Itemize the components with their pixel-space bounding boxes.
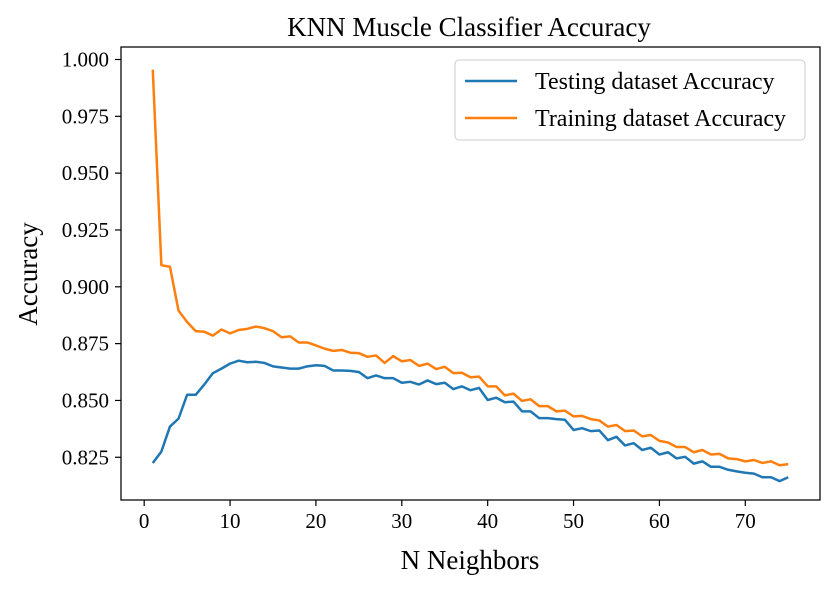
training-accuracy-line: [151, 69, 789, 467]
x-tick-label: 20: [305, 509, 326, 533]
x-tick-label: 70: [735, 509, 756, 533]
y-tick-label: 0.875: [62, 332, 109, 356]
legend-label-training: Training dataset Accuracy: [535, 106, 786, 132]
testing-accuracy-line: [151, 359, 789, 483]
x-axis-label: N Neighbors: [401, 545, 540, 575]
legend-box: [454, 59, 806, 141]
y-tick-label: 0.975: [62, 104, 109, 128]
x-tick-label: 40: [477, 509, 498, 533]
y-tick-label: 0.950: [62, 161, 109, 185]
ticks-layer: 0 10 20 30 40 50 60 70 0.825 0.850 0.875 0.900 0.925…: [62, 48, 756, 533]
x-tick-label: 30: [391, 509, 412, 533]
y-tick-label: 0.925: [62, 218, 109, 242]
y-tick-label: 0.850: [62, 388, 109, 412]
x-tick-label: 50: [563, 509, 584, 533]
y-tick-label: 0.825: [62, 445, 109, 469]
axes-frame: [120, 46, 821, 501]
chart-title: KNN Muscle Classifier Accuracy: [287, 12, 651, 42]
x-tick-label: 10: [220, 509, 241, 533]
x-tick-label: 0: [139, 509, 150, 533]
y-axis-label: Accuracy: [13, 222, 43, 326]
x-tick-label: 60: [649, 509, 670, 533]
legend-label-testing: Testing dataset Accuracy: [535, 69, 775, 95]
legend: Testing dataset Accuracy Training datase…: [454, 59, 806, 141]
lines-layer: [151, 69, 789, 483]
y-tick-label: 1.000: [62, 48, 109, 72]
y-tick-label: 0.900: [62, 275, 109, 299]
